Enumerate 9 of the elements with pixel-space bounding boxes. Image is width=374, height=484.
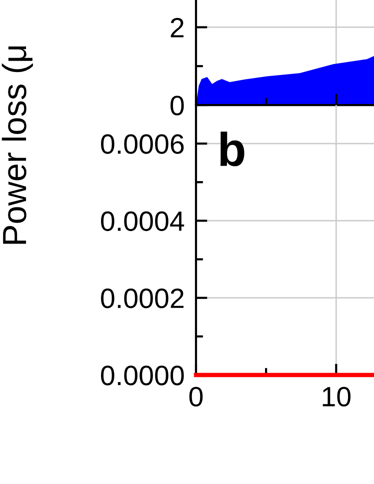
- y-tick-label: 0.0002: [101, 288, 184, 308]
- annotation: b: [220, 132, 244, 166]
- y-axis-title: Power loss (μ: [2, 46, 33, 244]
- y-tick-label: 0: [170, 96, 184, 116]
- text: 0.0000: [101, 366, 184, 386]
- y-tick-label: 0.0006: [101, 134, 184, 154]
- y-tick-label: 0.0004: [101, 211, 184, 232]
- x-tick-label: 10: [322, 386, 351, 407]
- y-tick-label: 2: [170, 18, 184, 38]
